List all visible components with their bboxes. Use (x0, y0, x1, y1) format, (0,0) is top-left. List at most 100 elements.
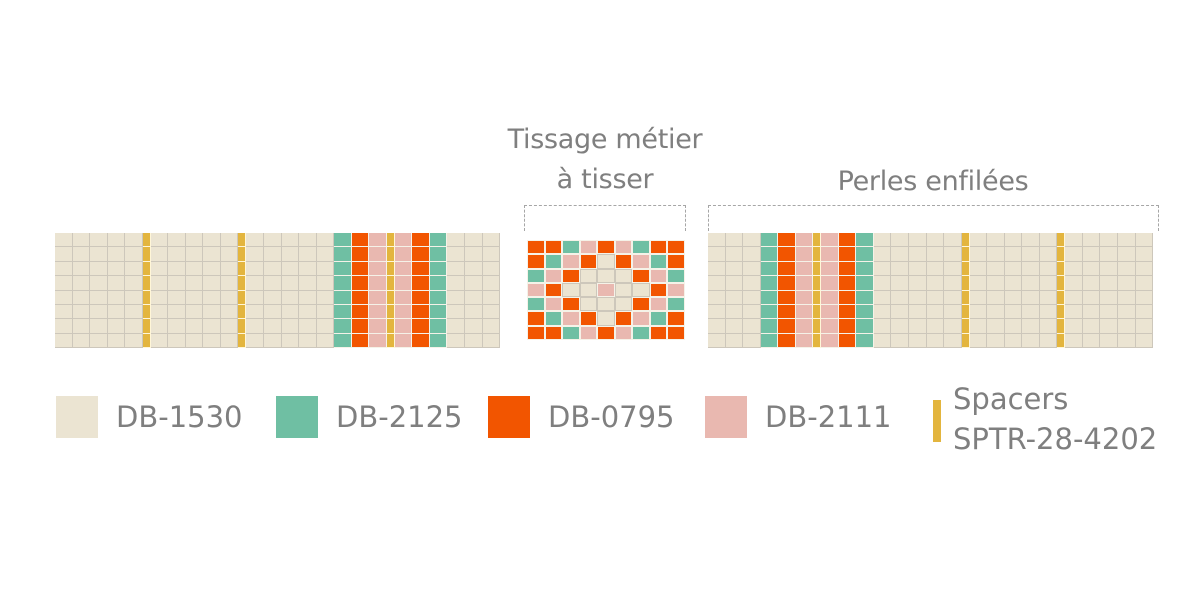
bead (412, 276, 430, 291)
spacer-bead (386, 304, 395, 320)
bead (264, 319, 282, 334)
bead (926, 290, 945, 305)
bead (125, 261, 143, 277)
spacer-bead (238, 333, 247, 349)
loom-bead (597, 311, 615, 326)
bead (778, 261, 796, 277)
bead (203, 233, 221, 248)
bead (429, 333, 448, 349)
bead (203, 333, 221, 349)
bead (969, 333, 988, 349)
bead (72, 247, 91, 262)
bead (168, 276, 186, 291)
bead (1039, 276, 1058, 291)
strung-bracket (708, 205, 1159, 231)
bead (220, 261, 239, 277)
spacer-bead (961, 333, 970, 349)
bead (264, 233, 282, 248)
bead (1039, 247, 1058, 262)
bead (316, 304, 335, 320)
bead (778, 233, 796, 248)
bead (90, 233, 108, 248)
bead (412, 333, 430, 349)
bead (760, 319, 779, 334)
bead (760, 333, 779, 349)
swatch-db-2111 (705, 396, 747, 438)
bead (369, 304, 387, 320)
bead (743, 233, 761, 248)
bead (351, 333, 370, 349)
bead (778, 319, 796, 334)
loom-bead (597, 268, 615, 283)
bead (725, 261, 744, 277)
bead (969, 247, 988, 262)
bead (465, 233, 483, 248)
spacer-bead (1057, 304, 1066, 320)
bead (987, 276, 1005, 291)
spacer-bead (1057, 233, 1066, 248)
bead (873, 247, 892, 262)
loom-bead (544, 282, 563, 298)
bead (299, 290, 317, 305)
bead (185, 290, 204, 305)
bead (246, 319, 265, 334)
bead (969, 261, 988, 277)
bead (1100, 276, 1119, 291)
bead (264, 290, 282, 305)
spacer-bead (386, 247, 395, 262)
bead (394, 276, 413, 291)
bead (1004, 319, 1023, 334)
bead (760, 261, 779, 277)
bead (891, 261, 910, 277)
bead-row (708, 304, 1154, 320)
bead (743, 304, 761, 320)
spacer-bead (142, 247, 151, 262)
bead (316, 290, 335, 305)
bead (220, 333, 239, 349)
loom-bead (579, 297, 598, 312)
bead (107, 319, 126, 334)
bead (447, 233, 466, 248)
bead (246, 276, 265, 291)
bead (891, 276, 910, 291)
bead (281, 276, 300, 291)
bead (281, 247, 300, 262)
bead (743, 333, 761, 349)
bead (482, 333, 501, 349)
loom-bead (544, 311, 563, 326)
bead (1039, 319, 1058, 334)
bead (821, 261, 839, 277)
bead (482, 247, 501, 262)
spacer-bead (238, 233, 247, 248)
legend-label: DB-2125 (336, 400, 463, 434)
bead (334, 319, 352, 334)
bead (203, 276, 221, 291)
bead (429, 304, 448, 320)
bead (299, 276, 317, 291)
bead (125, 233, 143, 248)
bead (168, 247, 186, 262)
swatch-db-0795 (488, 396, 530, 438)
loom-bracket (524, 205, 686, 231)
bead (394, 333, 413, 349)
bead (1039, 233, 1058, 248)
bead (743, 290, 761, 305)
bead (1039, 290, 1058, 305)
loom-bead (667, 311, 685, 326)
bead (299, 304, 317, 320)
bead (281, 333, 300, 349)
loom-bead (632, 297, 650, 312)
bead (316, 233, 335, 248)
bead (778, 333, 796, 349)
bead (1100, 233, 1119, 248)
bead-row (708, 333, 1154, 349)
bead (856, 247, 874, 262)
bead (1118, 290, 1136, 305)
bead (185, 233, 204, 248)
loom-bead (614, 297, 633, 312)
spacer-bead (142, 276, 151, 291)
bead (1118, 261, 1136, 277)
bead (795, 247, 814, 262)
loom-bead (527, 240, 545, 255)
bead (708, 261, 726, 277)
